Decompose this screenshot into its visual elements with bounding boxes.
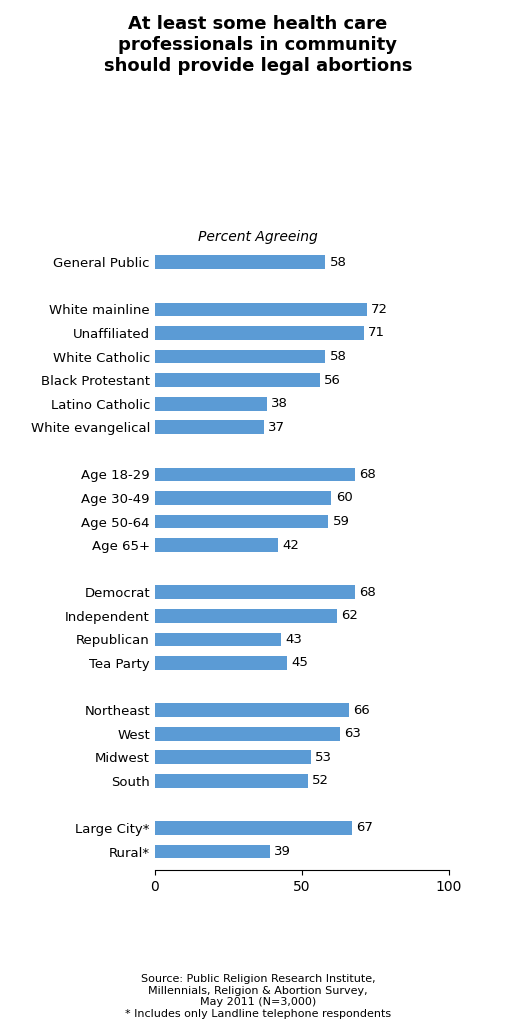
Text: 38: 38 xyxy=(271,397,288,411)
Bar xyxy=(155,350,326,364)
Bar xyxy=(155,539,278,552)
Bar xyxy=(155,586,355,599)
Text: 66: 66 xyxy=(353,703,370,717)
Bar xyxy=(155,656,287,670)
Text: 58: 58 xyxy=(330,350,347,364)
Bar xyxy=(155,421,264,434)
Bar xyxy=(155,751,311,764)
Bar xyxy=(155,727,340,740)
Text: 56: 56 xyxy=(324,374,341,387)
Text: 39: 39 xyxy=(274,845,291,858)
Text: 53: 53 xyxy=(315,751,332,764)
Text: 58: 58 xyxy=(330,256,347,268)
Text: 60: 60 xyxy=(336,492,352,505)
Text: 37: 37 xyxy=(268,421,285,434)
Bar xyxy=(155,774,308,787)
Text: 59: 59 xyxy=(333,515,350,528)
Bar xyxy=(155,515,328,528)
Bar xyxy=(155,609,337,623)
Text: At least some health care
professionals in community
should provide legal aborti: At least some health care professionals … xyxy=(104,15,412,75)
Text: 42: 42 xyxy=(283,539,300,552)
Bar xyxy=(155,492,331,505)
Bar xyxy=(155,255,326,269)
Bar xyxy=(155,302,366,316)
Text: 43: 43 xyxy=(286,633,302,646)
Bar xyxy=(155,703,349,717)
Text: 45: 45 xyxy=(292,656,309,670)
Bar xyxy=(155,821,352,835)
Text: 62: 62 xyxy=(342,609,359,623)
Text: 52: 52 xyxy=(312,774,329,787)
Text: 68: 68 xyxy=(359,468,376,481)
Bar xyxy=(155,845,269,858)
Text: Percent Agreeing: Percent Agreeing xyxy=(198,230,318,245)
Bar xyxy=(155,633,281,646)
Bar xyxy=(155,374,319,387)
Text: 67: 67 xyxy=(356,821,373,835)
Bar xyxy=(155,468,355,481)
Bar xyxy=(155,397,267,411)
Text: 72: 72 xyxy=(371,303,388,315)
Bar xyxy=(155,326,364,340)
Text: 63: 63 xyxy=(345,727,361,740)
Text: 68: 68 xyxy=(359,586,376,599)
Text: Source: Public Religion Research Institute,
Millennials, Religion & Abortion Sur: Source: Public Religion Research Institu… xyxy=(125,974,391,1019)
Text: 71: 71 xyxy=(368,327,385,340)
